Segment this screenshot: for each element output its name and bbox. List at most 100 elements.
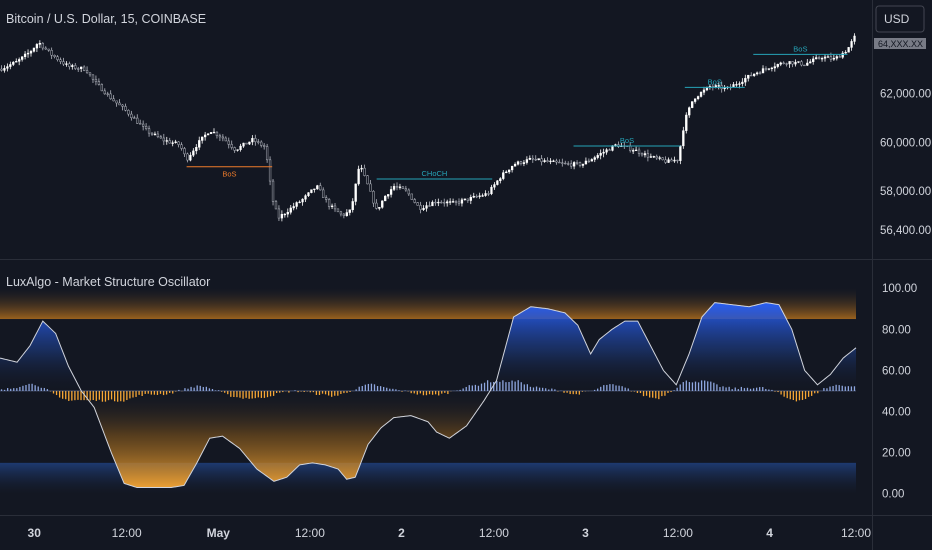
candle-body bbox=[747, 74, 750, 79]
candle-body bbox=[475, 195, 478, 198]
candle-body bbox=[614, 144, 617, 146]
candle-body bbox=[758, 72, 762, 74]
candle-body bbox=[744, 78, 747, 83]
candle-body bbox=[112, 98, 115, 102]
candle-body bbox=[750, 74, 753, 77]
candle-body bbox=[68, 63, 71, 67]
candle-body bbox=[797, 61, 800, 63]
candle-body bbox=[510, 165, 514, 171]
candle-body bbox=[106, 93, 109, 95]
candle-body bbox=[667, 159, 670, 163]
time-tick-label: May bbox=[207, 526, 231, 540]
candle-body bbox=[599, 152, 602, 156]
candle-body bbox=[221, 136, 225, 139]
candle-body bbox=[389, 189, 393, 195]
candle-body bbox=[596, 155, 599, 158]
candle-body bbox=[741, 81, 744, 84]
candle-body bbox=[578, 162, 582, 166]
candle-body bbox=[525, 159, 529, 163]
oscillator-histogram bbox=[0, 380, 856, 402]
candle-body bbox=[0, 68, 3, 71]
candle-body bbox=[203, 134, 207, 138]
candle-body bbox=[127, 109, 130, 115]
candle-body bbox=[224, 137, 227, 142]
symbol-title: Bitcoin / U.S. Dollar, 15, COINBASE bbox=[6, 12, 206, 26]
candle-body bbox=[242, 142, 245, 147]
candle-body bbox=[788, 61, 791, 65]
candle-body bbox=[336, 208, 340, 213]
candle-body bbox=[286, 212, 289, 215]
candle-body bbox=[735, 84, 738, 86]
candle-body bbox=[18, 59, 21, 62]
price-candles bbox=[0, 33, 856, 222]
candle-body bbox=[575, 162, 579, 164]
candle-body bbox=[94, 78, 98, 82]
candle-body bbox=[685, 114, 688, 131]
candle-body bbox=[271, 180, 275, 202]
candle-body bbox=[602, 151, 605, 154]
candle-body bbox=[817, 57, 821, 59]
candle-body bbox=[688, 107, 691, 116]
currency-button[interactable] bbox=[875, 5, 925, 33]
candle-body bbox=[496, 180, 499, 185]
candle-body bbox=[493, 184, 496, 188]
candle-body bbox=[289, 207, 292, 213]
candle-body bbox=[643, 153, 647, 156]
candle-body bbox=[564, 162, 567, 165]
candle-body bbox=[519, 161, 523, 164]
oscillator-tick-label: 40.00 bbox=[882, 406, 911, 418]
current-price-tag bbox=[874, 38, 926, 49]
candle-body bbox=[443, 202, 446, 204]
candle-body bbox=[41, 42, 44, 49]
candle-body bbox=[558, 161, 561, 164]
candle-body bbox=[634, 149, 638, 152]
candle-body bbox=[785, 63, 788, 65]
candle-body bbox=[448, 201, 452, 203]
candle-body bbox=[38, 42, 41, 45]
candle-body bbox=[236, 149, 239, 151]
candle-body bbox=[159, 136, 163, 139]
candle-body bbox=[124, 106, 127, 111]
candle-body bbox=[631, 150, 635, 152]
candle-body bbox=[815, 57, 818, 60]
candle-body bbox=[333, 205, 337, 210]
indicator-title: LuxAlgo - Market Structure Oscillator bbox=[6, 275, 210, 289]
candle-body bbox=[649, 156, 653, 158]
candle-body bbox=[454, 201, 458, 203]
candle-body bbox=[165, 140, 168, 142]
candle-body bbox=[679, 145, 682, 161]
candle-body bbox=[513, 164, 517, 167]
oscillator-line bbox=[0, 302, 857, 489]
candle-body bbox=[381, 200, 384, 208]
candle-body bbox=[354, 183, 357, 202]
candle-body bbox=[549, 160, 552, 163]
candle-body bbox=[460, 199, 464, 204]
candle-body bbox=[416, 202, 419, 206]
candle-body bbox=[310, 189, 313, 193]
candle-body bbox=[133, 117, 136, 119]
price-tick-label: 56,400.00 bbox=[880, 225, 931, 237]
candle-body bbox=[62, 61, 65, 65]
candle-body bbox=[404, 188, 408, 191]
candle-body bbox=[835, 56, 838, 59]
candle-body bbox=[322, 189, 325, 198]
candle-body bbox=[398, 186, 402, 188]
candle-body bbox=[463, 198, 467, 201]
price-pane-bg bbox=[0, 0, 872, 259]
candle-body bbox=[572, 162, 576, 167]
candle-body bbox=[531, 157, 534, 160]
candle-body bbox=[239, 145, 242, 150]
oscillator-tick-label: 0.00 bbox=[882, 489, 904, 501]
candle-body bbox=[29, 51, 33, 54]
candle-body bbox=[664, 159, 667, 163]
candle-body bbox=[655, 156, 658, 159]
candle-body bbox=[313, 188, 316, 190]
candle-body bbox=[71, 65, 74, 67]
oscillator-axis: 100.00 80.00 60.00 40.00 20.00 0.00 bbox=[882, 283, 917, 500]
candle-body bbox=[168, 140, 171, 144]
candle-body bbox=[646, 153, 650, 158]
candle-body bbox=[823, 56, 827, 59]
candle-body bbox=[505, 171, 508, 173]
candle-body bbox=[12, 61, 15, 65]
